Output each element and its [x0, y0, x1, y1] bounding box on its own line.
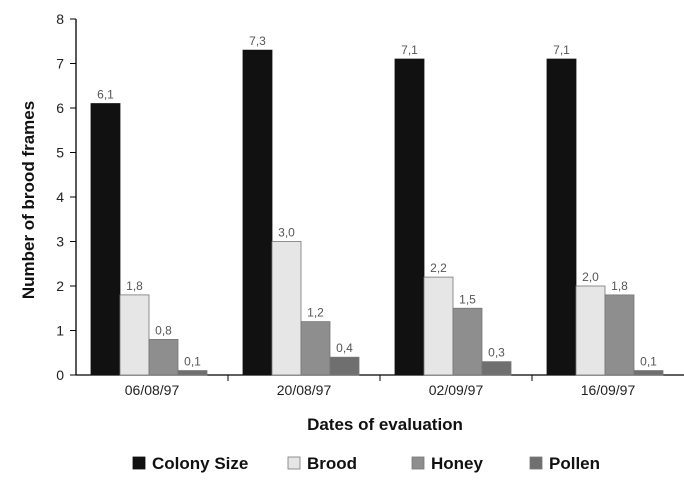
- data-label: 0,3: [488, 346, 505, 360]
- data-label: 1,2: [307, 306, 324, 320]
- bar-brood: [271, 241, 302, 376]
- bar-honey: [452, 307, 483, 376]
- y-tick-label: 5: [56, 145, 64, 161]
- data-label: 1,8: [611, 279, 628, 293]
- y-tick-label: 6: [56, 100, 64, 116]
- y-tick-label: 2: [56, 278, 64, 294]
- bar-pollen: [633, 370, 664, 376]
- bar-honey: [148, 338, 179, 376]
- legend-swatch: [132, 456, 146, 470]
- bar-honey: [604, 294, 635, 376]
- bar-colony-size: [90, 103, 121, 376]
- bar-brood: [119, 294, 150, 376]
- y-tick-label: 7: [56, 56, 64, 72]
- legend-swatch: [529, 456, 543, 470]
- y-tick-label: 0: [56, 367, 64, 383]
- legend-label: Colony Size: [152, 454, 248, 473]
- data-label: 0,1: [184, 355, 201, 369]
- data-label: 6,1: [97, 88, 114, 102]
- legend-swatch: [411, 456, 425, 470]
- x-tick-label: 20/08/97: [277, 382, 332, 398]
- x-axis-title: Dates of evaluation: [307, 415, 463, 434]
- data-label: 2,0: [582, 270, 599, 284]
- y-tick-label: 3: [56, 234, 64, 250]
- bar-colony-size: [546, 58, 577, 376]
- data-label: 7,3: [249, 34, 266, 48]
- x-tick-label: 02/09/97: [429, 382, 484, 398]
- y-tick-label: 1: [56, 323, 64, 339]
- y-axis-title: Number of brood frames: [19, 101, 38, 299]
- legend-label: Brood: [307, 454, 357, 473]
- x-tick-label: 06/08/97: [125, 382, 180, 398]
- plot-area: 0 1 2 3 4 5 6 7 8 06/08/97 6,1 1,8 0,8 0,1 20/08/97 7,3…: [56, 11, 684, 398]
- data-label: 2,2: [430, 261, 447, 275]
- bar-colony-size: [242, 49, 273, 376]
- data-label: 0,1: [640, 355, 657, 369]
- data-label: 7,1: [401, 43, 418, 57]
- data-label: 7,1: [553, 43, 570, 57]
- legend: Colony Size Brood Honey Pollen: [132, 454, 600, 473]
- y-tick-label: 4: [56, 189, 64, 205]
- y-tick-label: 8: [56, 11, 64, 27]
- legend-swatch: [287, 456, 301, 470]
- x-tick-label: 16/09/97: [581, 382, 636, 398]
- data-label: 1,5: [459, 292, 476, 306]
- bar-pollen: [177, 370, 208, 376]
- bar-pollen: [481, 361, 512, 376]
- data-label: 0,8: [155, 323, 172, 337]
- bar-pollen: [329, 356, 360, 376]
- data-label: 1,8: [126, 279, 143, 293]
- bar-brood: [423, 276, 454, 376]
- bar-colony-size: [394, 58, 425, 376]
- bar-brood: [575, 285, 606, 376]
- legend-label: Pollen: [549, 454, 600, 473]
- data-label: 0,4: [336, 341, 353, 355]
- bar-honey: [300, 321, 331, 376]
- legend-label: Honey: [431, 454, 484, 473]
- data-label: 3,0: [278, 226, 295, 240]
